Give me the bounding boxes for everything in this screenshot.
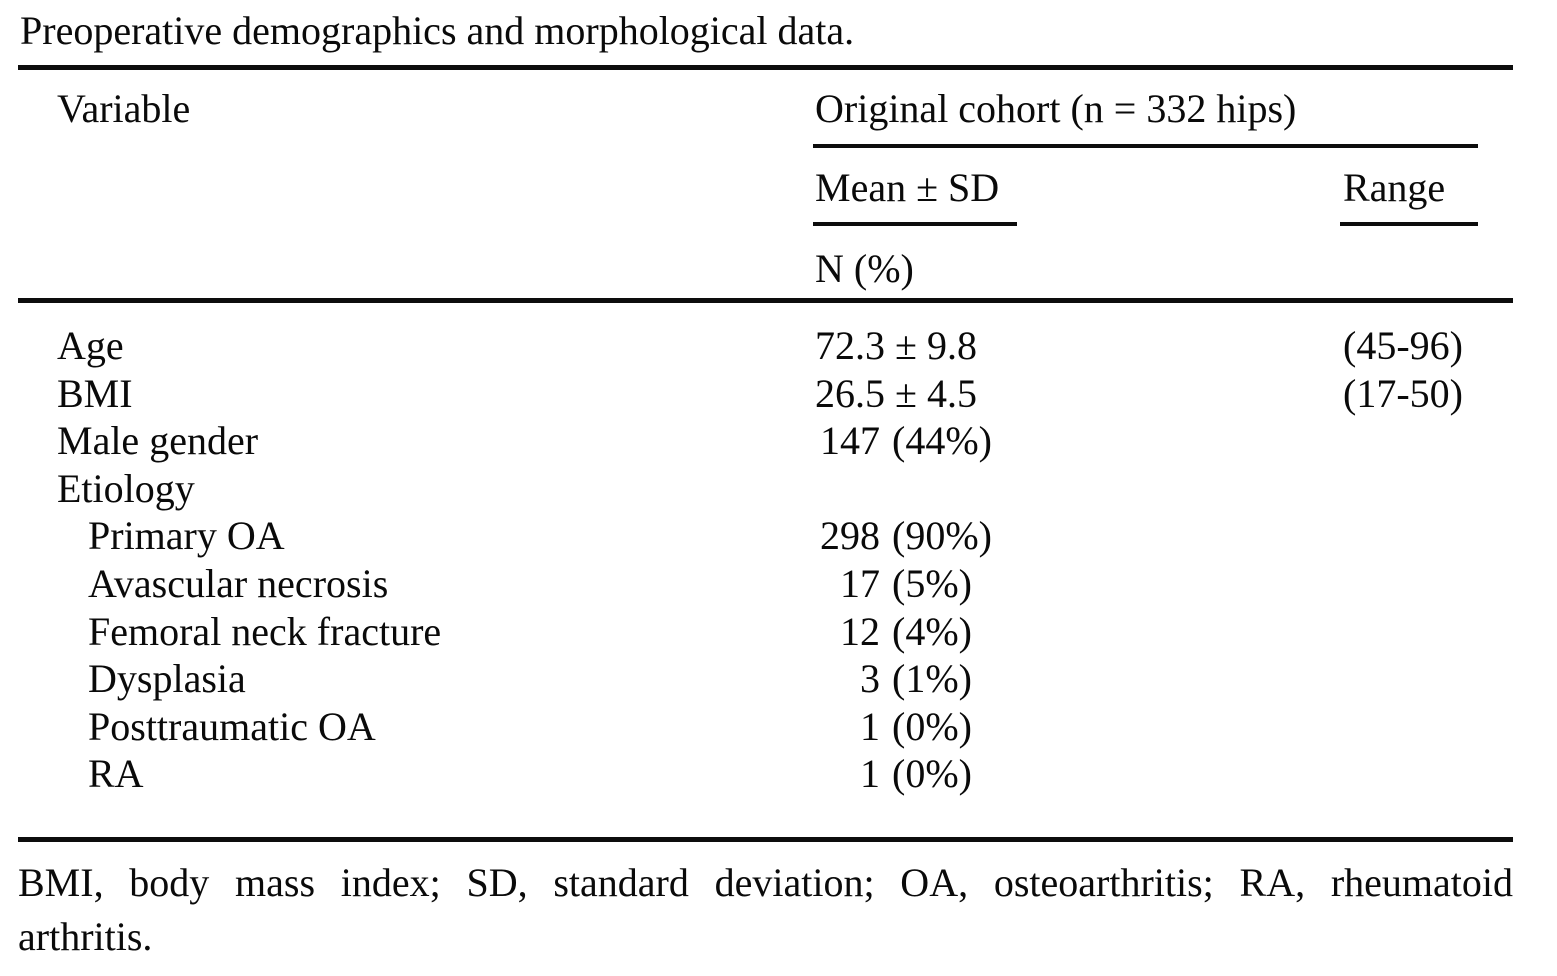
table-caption: Preoperative demographics and morphologi…	[20, 8, 855, 53]
footnote-line-1: BMI, body mass index; SD, standard devia…	[18, 860, 1513, 905]
row-label: BMI	[57, 370, 133, 416]
table-row-dysplasia: Dysplasia 3 (1%)	[18, 655, 1513, 703]
row-label: Etiology	[57, 465, 195, 511]
row-range-cell: (17-50)	[1343, 370, 1463, 416]
table-row-male-gender: Male gender 147 (44%)	[18, 417, 1513, 465]
row-value-cell: 1 (0%)	[815, 703, 972, 751]
table-row-avascular-necrosis: Avascular necrosis 17 (5%)	[18, 560, 1513, 608]
row-value-cell: 26.5 ± 4.5	[815, 370, 1054, 418]
table-row-bmi: BMI 26.5 ± 4.5 (17-50)	[18, 370, 1513, 418]
row-label: Posttraumatic OA	[88, 703, 376, 749]
row-value-cell	[815, 465, 892, 513]
value-number: 298	[820, 513, 880, 559]
group-header-underline	[813, 144, 1478, 148]
column-header-variable: Variable	[57, 86, 191, 131]
row-label: Dysplasia	[88, 656, 246, 702]
value-text: 72.3 ± 9.8	[815, 323, 977, 368]
row-value-cell: 3 (1%)	[815, 655, 972, 703]
header-body-divider-rule	[18, 298, 1513, 303]
row-range-cell: (45-96)	[1343, 323, 1463, 368]
row-label: Avascular necrosis	[88, 560, 389, 606]
row-value-cell: 72.3 ± 9.8	[815, 322, 1054, 370]
row-value-cell: 12 (4%)	[815, 608, 972, 656]
row-label: Age	[57, 323, 124, 368]
value-percent: (5%)	[892, 560, 972, 606]
value-number: 12	[840, 608, 880, 654]
table-footnote: BMI, body mass index; SD, standard devia…	[18, 856, 1513, 964]
value-percent: (0%)	[892, 751, 972, 797]
row-label: Femoral neck fracture	[88, 608, 442, 654]
value-number: 17	[840, 560, 880, 606]
row-label: RA	[88, 751, 144, 797]
table-body: Age 72.3 ± 9.8 (45-96) BMI 26.5 ± 4.5 (1…	[18, 322, 1513, 798]
value-text: 26.5 ± 4.5	[815, 370, 977, 416]
value-percent: (44%)	[892, 418, 992, 464]
column-header-n-pct: N (%)	[815, 246, 914, 291]
value-number: 1	[860, 703, 880, 749]
row-value-cell: 1 (0%)	[815, 750, 972, 798]
table-top-rule	[18, 65, 1513, 70]
value-number: 147	[820, 418, 880, 464]
column-header-range: Range	[1343, 165, 1446, 210]
value-percent: (1%)	[892, 656, 972, 702]
table-row-ra: RA 1 (0%)	[18, 750, 1513, 798]
row-value-cell: 17 (5%)	[815, 560, 972, 608]
value-percent: (0%)	[892, 703, 972, 749]
value-percent: (4%)	[892, 608, 972, 654]
column-header-mean-sd: Mean ± SD	[815, 165, 1000, 210]
table-row-age: Age 72.3 ± 9.8 (45-96)	[18, 322, 1513, 370]
row-label: Primary OA	[88, 513, 285, 559]
row-value-cell: 147 (44%)	[815, 417, 992, 465]
table-row-femoral-neck-fracture: Femoral neck fracture 12 (4%)	[18, 608, 1513, 656]
value-percent: (90%)	[892, 513, 992, 559]
row-label: Male gender	[57, 418, 259, 464]
mean-sd-underline	[813, 222, 1017, 226]
table-row-etiology: Etiology	[18, 465, 1513, 513]
table-bottom-rule	[18, 837, 1513, 842]
table-row-posttraumatic-oa: Posttraumatic OA 1 (0%)	[18, 703, 1513, 751]
column-group-header-original-cohort: Original cohort (n = 332 hips)	[815, 86, 1297, 131]
footnote-line-2: arthritis.	[18, 914, 153, 959]
value-number: 1	[860, 751, 880, 797]
value-number: 3	[860, 656, 880, 702]
row-value-cell: 298 (90%)	[815, 512, 992, 560]
range-underline	[1340, 222, 1478, 226]
table-row-primary-oa: Primary OA 298 (90%)	[18, 512, 1513, 560]
